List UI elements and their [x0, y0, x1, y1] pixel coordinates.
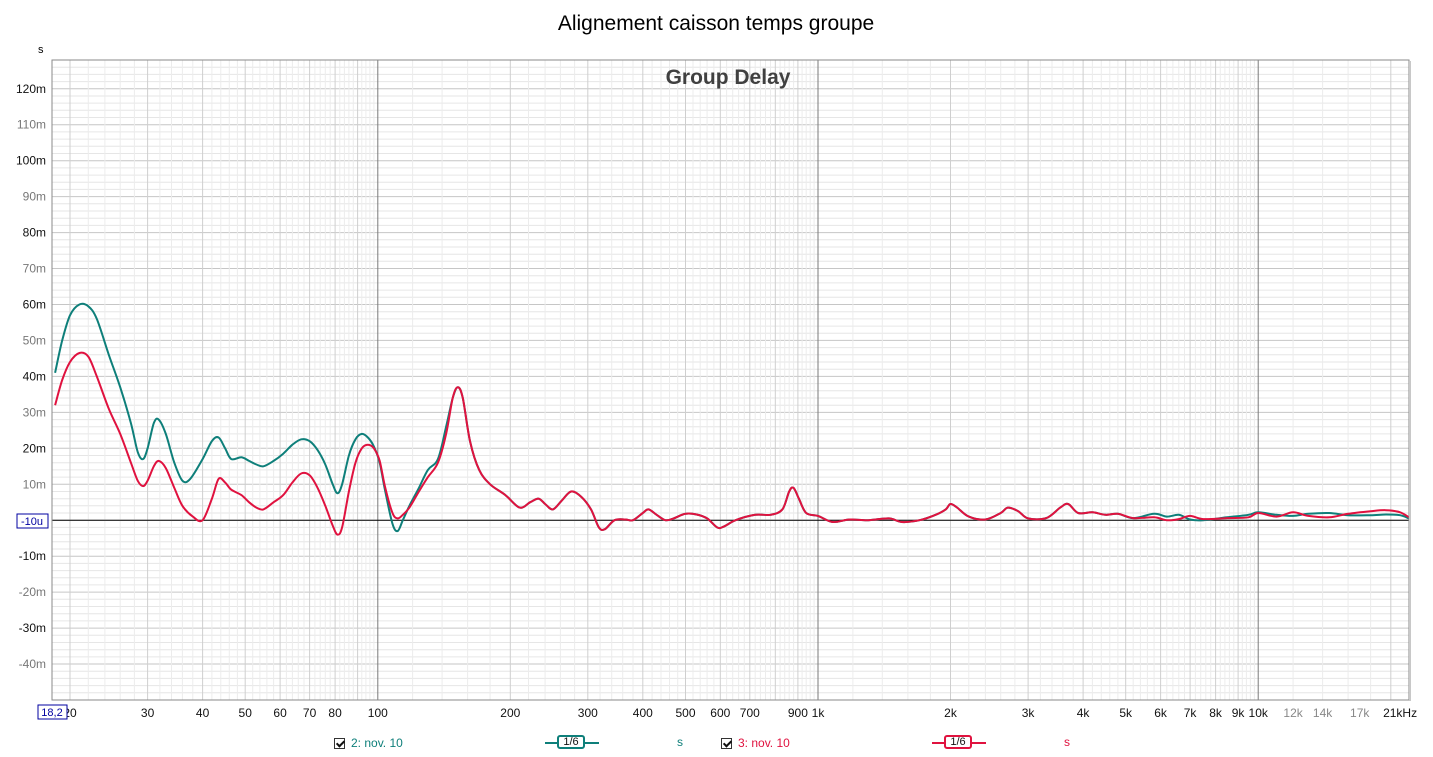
- y-tick-label: 30m: [23, 405, 46, 419]
- start-frequency-label: 18,2: [41, 707, 62, 719]
- x-tick-label: 80: [328, 706, 342, 720]
- series-lines: [54, 302, 1410, 536]
- x-tick-label: 10k: [1249, 706, 1269, 720]
- series-b-smoothing: 1/6: [950, 736, 966, 748]
- x-tick-label: 9k: [1232, 706, 1246, 720]
- x-tick-label: 50: [239, 706, 253, 720]
- legend-series-a[interactable]: 2: nov. 10: [334, 733, 403, 753]
- x-tick-label: 21kHz: [1383, 706, 1417, 720]
- series-line-b: [54, 351, 1410, 536]
- x-tick-label: 60: [273, 706, 287, 720]
- x-tick-label: 5k: [1119, 706, 1133, 720]
- y-tick-label: 120m: [16, 82, 46, 96]
- y-tick-label: -30m: [19, 621, 46, 635]
- y-tick-label: 90m: [23, 190, 46, 204]
- series-a-smoothing-button[interactable]: 1/6: [545, 735, 599, 751]
- y-tick-label: -40m: [19, 657, 46, 671]
- x-tick-label: 200: [500, 706, 520, 720]
- chart-title: Alignement caisson temps groupe: [558, 12, 874, 35]
- x-tick-label: 30: [141, 706, 155, 720]
- y-tick-label: 60m: [23, 298, 46, 312]
- series-a-label: 2: nov. 10: [351, 736, 403, 750]
- grid: [52, 59, 1410, 700]
- x-tick-label: 6k: [1154, 706, 1168, 720]
- y-tick-label: -10m: [19, 549, 46, 563]
- y-axis-unit-label: s: [38, 44, 44, 56]
- series-b-checkbox[interactable]: [721, 737, 732, 749]
- legend-series-b[interactable]: 3: nov. 10: [721, 733, 790, 753]
- x-tick-label: 3k: [1022, 706, 1036, 720]
- series-a-smoothing: 1/6: [563, 736, 579, 748]
- series-b-smoothing-button[interactable]: 1/6: [932, 735, 986, 751]
- x-tick-label: 300: [578, 706, 598, 720]
- x-tick-label: 900: [788, 706, 808, 720]
- plot-border-shadow: [1409, 61, 1411, 701]
- start-frequency-marker[interactable]: 18,2: [37, 704, 68, 720]
- x-tick-label: 700: [740, 706, 760, 720]
- x-tick-label: 12k: [1283, 706, 1303, 720]
- x-tick-label: 4k: [1077, 706, 1091, 720]
- x-tick-label: 70: [303, 706, 317, 720]
- y-tick-label: -20m: [19, 585, 46, 599]
- x-tick-label: 100: [368, 706, 388, 720]
- y-tick-label: 10m: [23, 477, 46, 491]
- zero-marker-label: -10u: [21, 516, 43, 528]
- y-tick-label: 100m: [16, 154, 46, 168]
- series-b-label: 3: nov. 10: [738, 736, 790, 750]
- x-tick-label: 17k: [1350, 706, 1370, 720]
- y-tick-label: 50m: [23, 333, 46, 347]
- series-b-unit: s: [1064, 735, 1070, 749]
- x-tick-label: 14k: [1313, 706, 1333, 720]
- y-tick-label: 20m: [23, 441, 46, 455]
- series-a-unit: s: [677, 735, 683, 749]
- x-tick-label: 600: [710, 706, 730, 720]
- x-tick-label: 8k: [1209, 706, 1223, 720]
- chart-subtitle: Group Delay: [666, 66, 791, 89]
- y-tick-label: 110m: [17, 118, 46, 132]
- x-tick-label: 40: [196, 706, 210, 720]
- x-tick-label: 1k: [812, 706, 826, 720]
- zero-marker[interactable]: -10u: [16, 513, 49, 529]
- x-tick-label: 7k: [1184, 706, 1198, 720]
- x-tick-label: 400: [633, 706, 653, 720]
- y-tick-label: 80m: [23, 226, 46, 240]
- x-tick-label: 2k: [944, 706, 958, 720]
- x-tick-label: 500: [675, 706, 695, 720]
- y-tick-label: 40m: [23, 369, 46, 383]
- series-a-checkbox[interactable]: [334, 737, 345, 749]
- axis-ticks: 120m 110m 100m 90m 80m 70m 60m 50m 40m 30m 20m 10m -…: [16, 82, 1417, 720]
- y-tick-label: 70m: [23, 262, 46, 276]
